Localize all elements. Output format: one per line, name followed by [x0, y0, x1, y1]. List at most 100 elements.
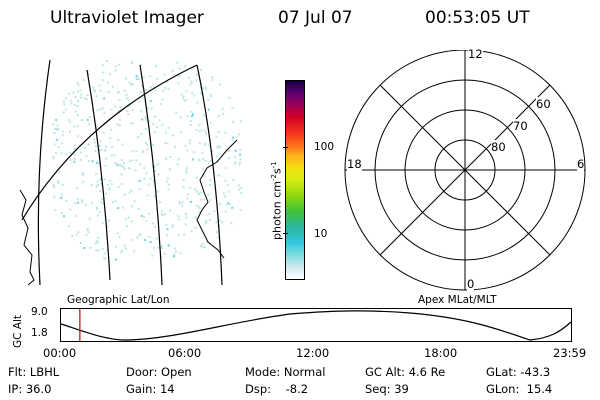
colorbar-tick	[283, 147, 288, 148]
speckle	[203, 246, 206, 249]
speckle	[131, 205, 133, 208]
speckle	[217, 174, 220, 177]
speckle	[184, 223, 187, 226]
speckle	[96, 241, 99, 244]
speckle	[55, 138, 58, 141]
speckle	[218, 219, 221, 222]
speckle	[224, 195, 227, 198]
speckle	[61, 152, 63, 155]
speckle	[98, 162, 101, 165]
speckle	[87, 73, 90, 76]
speckle	[173, 253, 176, 256]
speckle	[108, 187, 111, 190]
speckle	[119, 106, 122, 109]
speckle	[175, 111, 178, 114]
speckle	[198, 124, 201, 127]
speckle	[102, 131, 105, 134]
speckle	[107, 183, 110, 186]
speckle	[57, 146, 60, 149]
speckle	[234, 161, 237, 164]
speckle	[99, 108, 102, 111]
speckle	[159, 201, 162, 204]
speckle	[124, 193, 127, 196]
speckle	[111, 85, 114, 88]
speckle	[167, 244, 170, 247]
altitude-strip-frame	[60, 308, 572, 342]
speckle	[205, 87, 208, 90]
speckle	[209, 121, 212, 124]
speckle	[232, 136, 235, 139]
speckle	[202, 114, 205, 117]
speckle	[190, 110, 193, 113]
speckle	[205, 220, 208, 223]
speckle	[77, 83, 80, 86]
speckle	[189, 124, 192, 126]
speckle	[220, 221, 223, 224]
speckle	[87, 159, 90, 162]
speckle	[121, 143, 124, 146]
speckle	[211, 76, 214, 79]
gain-info: Gain: 14	[126, 382, 175, 396]
speckle	[103, 149, 106, 152]
speckle	[73, 104, 76, 107]
speckle	[105, 157, 108, 160]
mlat-label-60: 60	[536, 97, 551, 111]
speckle	[202, 157, 204, 160]
speckle	[224, 132, 227, 134]
speckle	[118, 118, 121, 121]
speckle	[141, 118, 144, 121]
speckle	[128, 104, 131, 107]
speckle	[75, 187, 78, 190]
speckle	[52, 157, 54, 160]
speckle	[179, 252, 182, 255]
speckle	[142, 76, 145, 79]
speckle	[226, 183, 229, 186]
speckle	[123, 89, 126, 92]
speckle	[180, 93, 183, 96]
mlt-label-right: 6	[577, 157, 585, 171]
speckle	[224, 167, 227, 170]
speckle	[114, 69, 117, 72]
speckle	[201, 168, 204, 171]
speckle	[111, 146, 113, 148]
speckle	[105, 145, 107, 148]
speckle	[165, 81, 168, 84]
speckle	[94, 145, 97, 148]
speckle	[174, 247, 177, 250]
longitude-line	[196, 64, 223, 286]
speckle	[87, 143, 90, 146]
speckle	[194, 227, 197, 229]
speckle	[139, 91, 142, 94]
speckle	[186, 197, 189, 200]
speckle	[85, 98, 88, 101]
speckle	[185, 99, 187, 102]
speckle	[88, 122, 91, 125]
speckle	[84, 203, 87, 206]
speckle	[110, 108, 113, 111]
speckle	[187, 76, 190, 79]
coastline	[196, 139, 238, 259]
speckle	[189, 139, 191, 142]
speckle	[65, 97, 67, 100]
speckle	[117, 186, 120, 189]
speckle	[198, 142, 201, 145]
speckle	[69, 159, 72, 161]
speckle	[75, 214, 78, 217]
speckle	[110, 128, 113, 131]
time-tick: 23:59	[553, 346, 587, 360]
colorbar-unit-label: photon cm-2s-1	[270, 161, 284, 240]
speckle	[143, 216, 145, 219]
speckle	[239, 149, 242, 152]
instrument-title: Ultraviolet Imager	[50, 8, 204, 28]
speckle	[151, 254, 154, 257]
speckle	[116, 232, 119, 235]
speckle	[185, 169, 187, 172]
speckle	[191, 67, 194, 70]
speckle	[100, 200, 103, 203]
speckle	[195, 79, 198, 82]
speckle	[238, 133, 240, 136]
speckle	[98, 84, 101, 87]
speckle	[107, 91, 110, 94]
speckle	[234, 156, 236, 158]
latitude-line	[21, 64, 198, 221]
